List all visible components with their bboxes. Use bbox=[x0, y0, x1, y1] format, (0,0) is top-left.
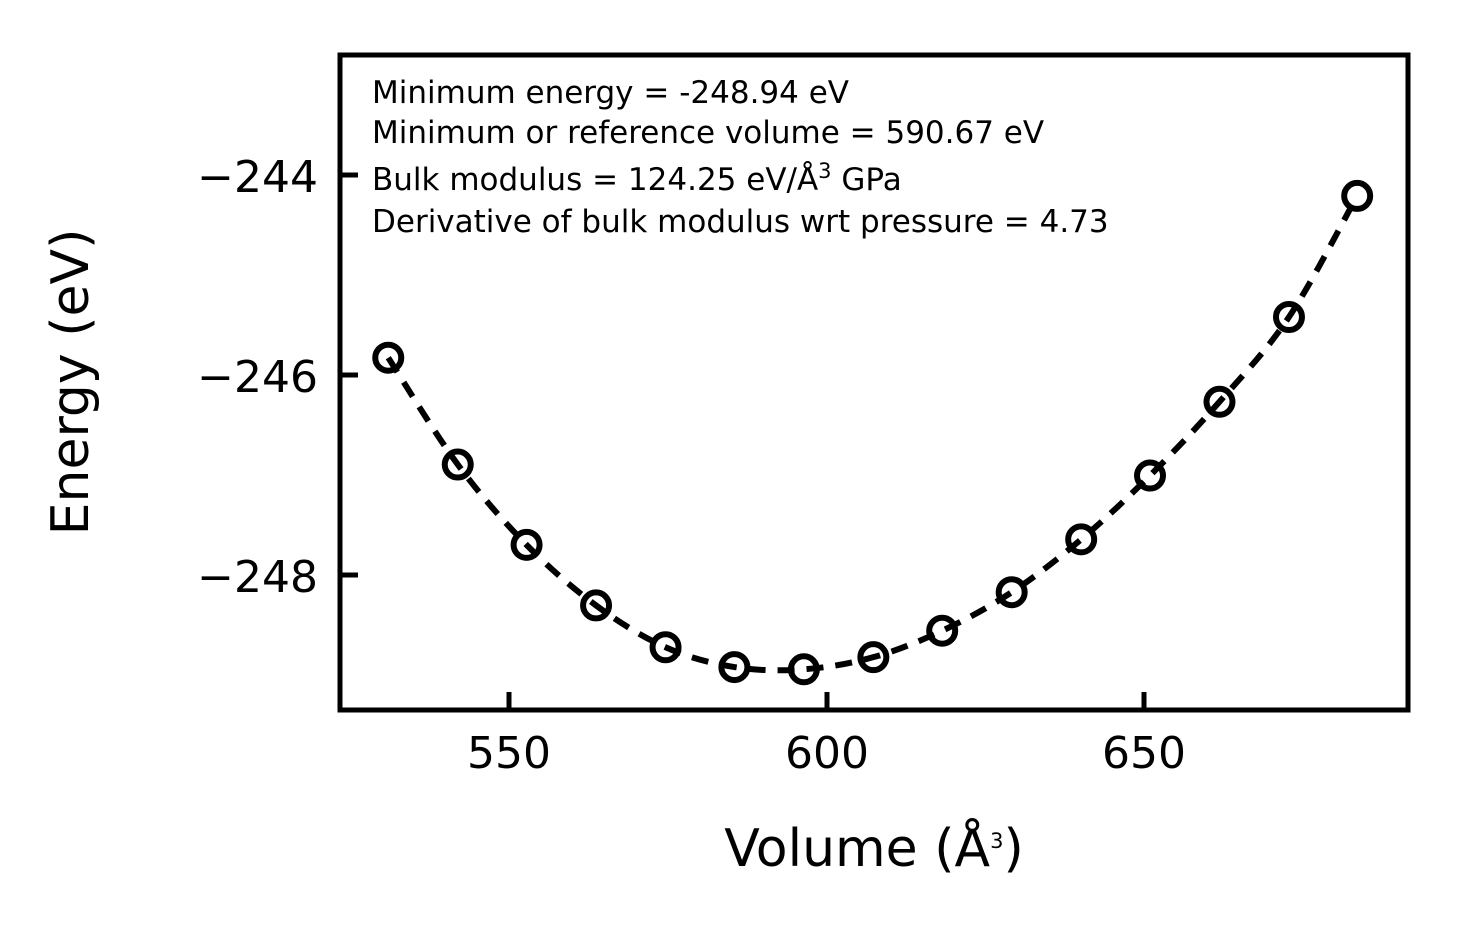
data-point-marker bbox=[1341, 179, 1374, 212]
x-axis-ticks bbox=[506, 692, 1147, 710]
x-tick-label-2: 650 bbox=[1102, 728, 1186, 779]
series-markers bbox=[372, 179, 1374, 686]
y-tick-label-2: −248 bbox=[197, 552, 318, 603]
annotation-line-2-sup: 3 bbox=[818, 159, 831, 183]
y-axis-tick-labels: −244 −246 −248 bbox=[197, 152, 318, 603]
fit-results-annotation: Minimum energy = -248.94 eV Minimum or r… bbox=[372, 75, 1109, 240]
annotation-line-3: Derivative of bulk modulus wrt pressure … bbox=[372, 204, 1109, 240]
data-point-marker bbox=[787, 653, 820, 686]
x-tick-label-1: 600 bbox=[785, 728, 869, 779]
y-axis-label: Energy (eV) bbox=[41, 229, 101, 536]
data-point-marker bbox=[1065, 523, 1098, 556]
annotation-line-1: Minimum or reference volume = 590.67 eV bbox=[372, 115, 1044, 151]
annotation-line-2-post: GPa bbox=[832, 162, 902, 198]
annotation-line-2-pre: Bulk modulus = 124.25 eV/Å bbox=[372, 162, 818, 198]
data-point-marker bbox=[649, 631, 682, 664]
data-point-marker bbox=[926, 614, 959, 647]
y-axis-ticks bbox=[340, 172, 358, 578]
annotation-line-0: Minimum energy = -248.94 eV bbox=[372, 75, 849, 111]
data-point-marker bbox=[441, 448, 474, 481]
data-point-marker bbox=[372, 341, 405, 374]
x-axis-label-exponent: 3 bbox=[990, 829, 1003, 853]
x-axis-label-base: Volume (Å bbox=[724, 817, 990, 879]
data-point-marker bbox=[718, 651, 751, 684]
annotation-line-2: Bulk modulus = 124.25 eV/Å3 GPa bbox=[372, 159, 902, 198]
y-tick-label-1: −246 bbox=[197, 352, 318, 403]
series-line-eos bbox=[385, 194, 1360, 674]
y-tick-label-0: −244 bbox=[197, 152, 318, 203]
plot-frame bbox=[337, 52, 1411, 713]
x-axis-tick-labels: 550 600 650 bbox=[467, 728, 1186, 779]
data-point-marker bbox=[1134, 459, 1167, 492]
x-axis-label: Volume (Å3) bbox=[724, 817, 1023, 879]
data-point-marker bbox=[995, 576, 1028, 609]
svg-text:Volume (Å3): Volume (Å3) bbox=[724, 817, 1023, 879]
data-point-marker bbox=[857, 641, 890, 674]
x-axis-label-tail: ) bbox=[1003, 819, 1023, 879]
data-point-marker bbox=[580, 589, 613, 622]
data-point-marker bbox=[510, 528, 543, 561]
x-tick-label-0: 550 bbox=[467, 728, 551, 779]
data-point-marker bbox=[1203, 385, 1236, 418]
data-point-marker bbox=[1272, 301, 1305, 333]
